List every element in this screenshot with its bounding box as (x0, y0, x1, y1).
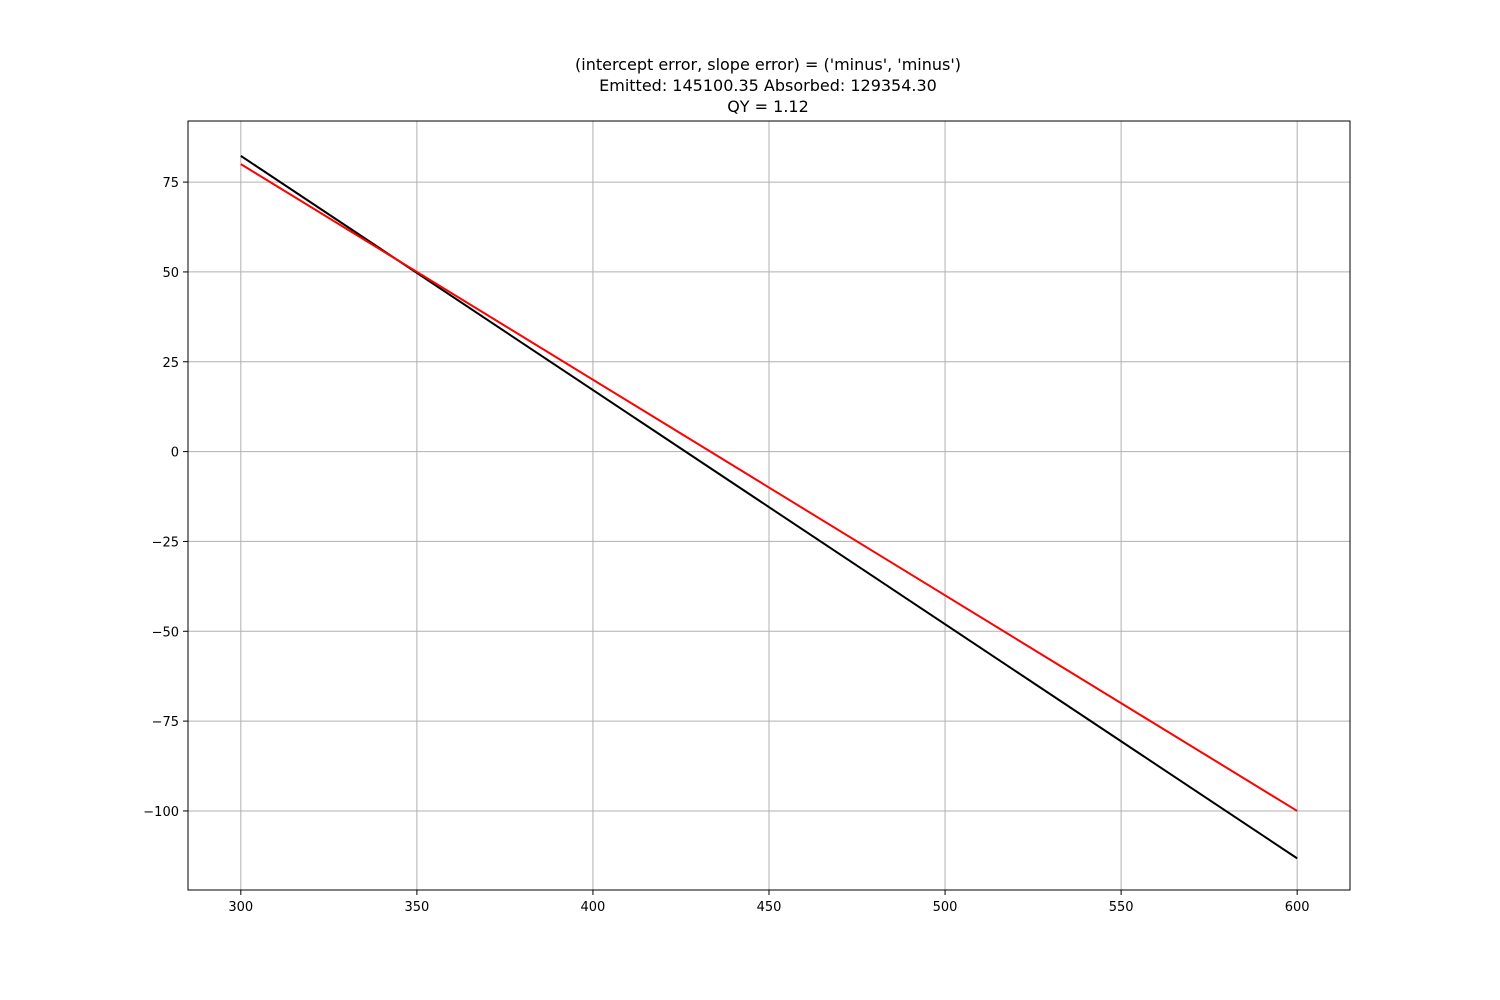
y-tick-label: 0 (171, 446, 179, 461)
y-tick-label: 75 (162, 176, 179, 191)
chart-title-line-3: QY = 1.12 (727, 97, 809, 116)
chart-title: (intercept error, slope error) = ('minus… (575, 55, 961, 116)
x-tick-label: 600 (1285, 900, 1310, 915)
grid (188, 121, 1350, 890)
series-layer (240, 155, 1298, 860)
chart-title-line-1: (intercept error, slope error) = ('minus… (575, 55, 961, 74)
y-tick-label: 25 (162, 356, 179, 371)
chart-title-line-2: Emitted: 145100.35 Absorbed: 129354.30 (599, 76, 937, 95)
x-tick-label: 400 (581, 900, 606, 915)
x-tick-label: 350 (404, 900, 429, 915)
y-tick-label: −50 (152, 625, 179, 640)
x-axis: 300 350 400 450 500 550 600 (228, 890, 1310, 915)
x-tick-label: 450 (757, 900, 782, 915)
x-tick-label: 500 (933, 900, 958, 915)
x-tick-label: 550 (1109, 900, 1134, 915)
series-line-2 (240, 163, 1298, 812)
y-tick-label: −25 (152, 535, 179, 550)
y-axis: 75 50 25 0 −25 −50 −75 −100 (143, 176, 188, 820)
y-tick-label: 50 (162, 266, 179, 281)
x-tick-label: 300 (228, 900, 253, 915)
y-tick-label: −75 (152, 715, 179, 730)
y-tick-label: −100 (143, 805, 179, 820)
